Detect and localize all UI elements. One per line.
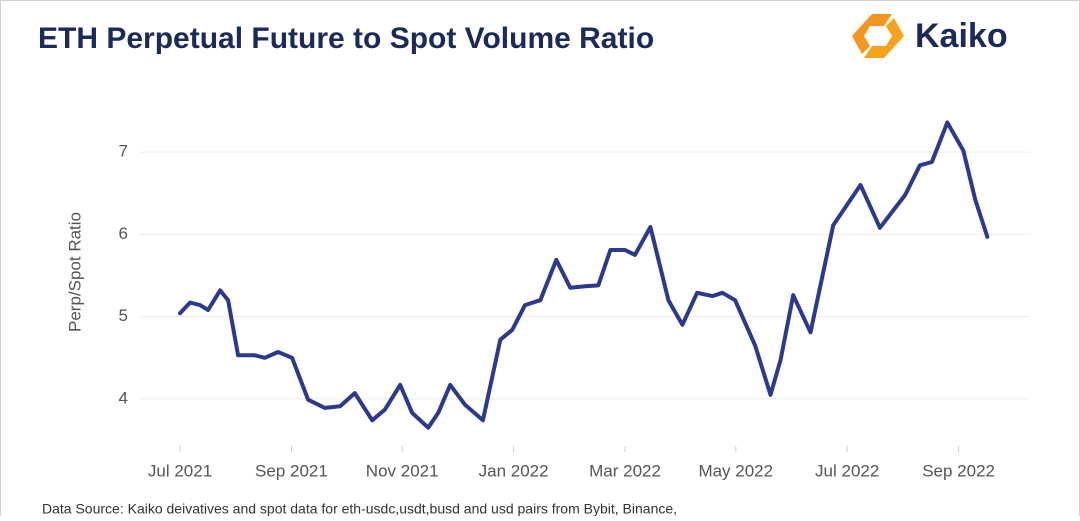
- logo-icon: [852, 14, 904, 58]
- data-line: [178, 120, 990, 430]
- x-tick-label: Mar 2022: [589, 461, 661, 480]
- y-tick-label: 7: [119, 142, 128, 161]
- x-tick-label: Jul 2022: [815, 461, 879, 480]
- chart-title: ETH Perpetual Future to Spot Volume Rati…: [38, 22, 654, 55]
- y-axis-label: Perp/Spot Ratio: [65, 212, 84, 332]
- x-tick-label: May 2022: [698, 461, 773, 480]
- x-tick-label: Sep 2022: [922, 461, 995, 480]
- y-tick-label: 6: [119, 224, 128, 243]
- footer: Data Source: Kaiko deivatives and spot d…: [42, 501, 677, 516]
- y-tick-label: 5: [119, 306, 128, 325]
- x-tick-label: Nov 2021: [366, 461, 439, 480]
- brand: Kaiko: [915, 17, 1008, 55]
- x-tick-label: Jan 2022: [479, 461, 549, 480]
- x-tick-label: Sep 2021: [255, 461, 328, 480]
- x-tick-label: Jul 2021: [148, 461, 212, 480]
- y-tick-label: 4: [119, 388, 128, 407]
